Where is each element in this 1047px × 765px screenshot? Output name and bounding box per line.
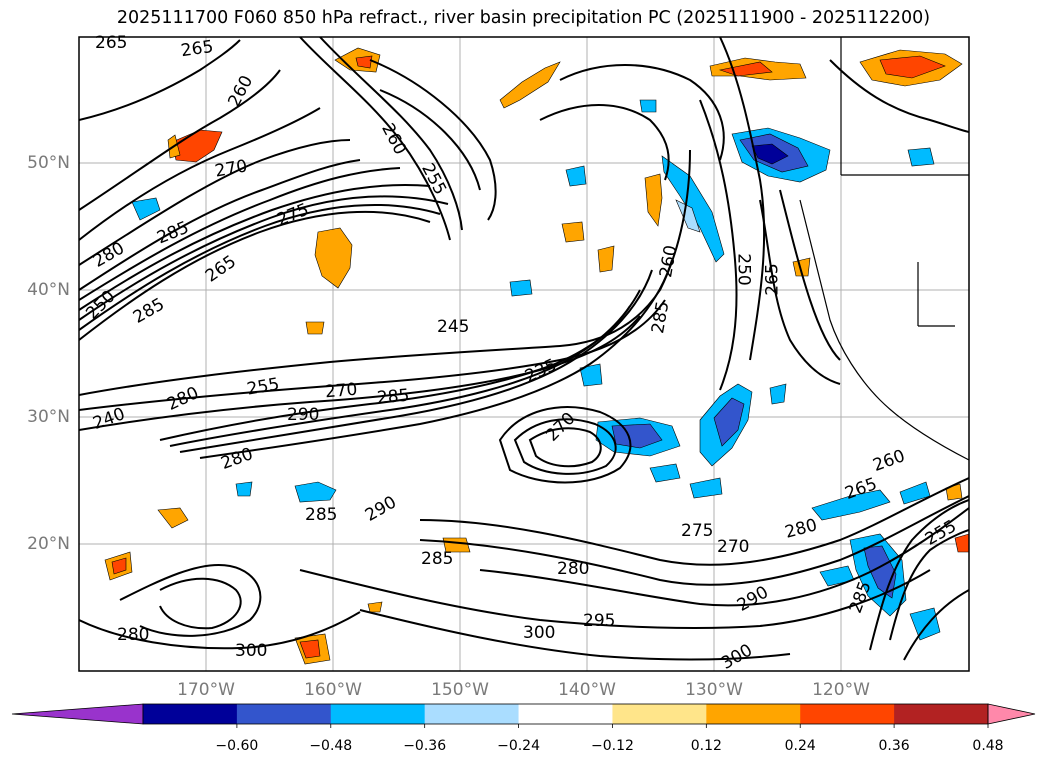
colorbar-ticks bbox=[236, 724, 989, 728]
colorbar-tick-label: −0.36 bbox=[403, 738, 447, 754]
contour-label: 270 bbox=[324, 379, 359, 403]
lon-label-140w: 140°W bbox=[558, 680, 616, 700]
refractivity-contours bbox=[79, 37, 969, 661]
colorbar-tick-label: −0.12 bbox=[590, 738, 634, 754]
contour-label: 250 bbox=[733, 253, 754, 286]
map-frame bbox=[78, 36, 970, 672]
lat-label-40n: 40°N bbox=[27, 280, 70, 300]
contour-label: 265 bbox=[179, 36, 215, 62]
contour-label: 295 bbox=[583, 611, 616, 631]
contour-label: 300 bbox=[235, 641, 268, 661]
colorbar-segment bbox=[800, 704, 895, 724]
colorbar-segment bbox=[518, 704, 613, 724]
contour-label: 245 bbox=[437, 317, 470, 337]
colorbar-segments bbox=[143, 704, 989, 724]
lon-label-120w: 120°W bbox=[812, 680, 870, 700]
lon-label-150w: 150°W bbox=[431, 680, 489, 700]
lat-label-20n: 20°N bbox=[27, 534, 70, 554]
colorbar-tick-label: 0.24 bbox=[784, 738, 816, 754]
colorbar-tick-label: −0.60 bbox=[215, 738, 259, 754]
contour-label: 280 bbox=[557, 559, 590, 579]
colorbar-tick-label: 0.12 bbox=[690, 738, 722, 754]
lat-label-50n: 50°N bbox=[27, 153, 70, 173]
contour-label: 270 bbox=[717, 537, 750, 557]
lon-label-130w: 130°W bbox=[685, 680, 743, 700]
colorbar-extend-right bbox=[987, 703, 1036, 725]
contour-label: 280 bbox=[117, 625, 150, 645]
colorbar-extend-left bbox=[11, 703, 144, 725]
precip-positive-areas bbox=[104, 47, 969, 665]
lat-label-30n: 30°N bbox=[27, 407, 70, 427]
contour-label: 285 bbox=[305, 505, 338, 525]
colorbar-segment bbox=[706, 704, 801, 724]
contour-label: 300 bbox=[523, 623, 556, 643]
colorbar bbox=[11, 703, 1036, 728]
precip-negative-areas bbox=[131, 99, 941, 641]
colorbar-tick-label: 0.36 bbox=[878, 738, 910, 754]
lon-label-160w: 160°W bbox=[304, 680, 362, 700]
colorbar-tick-label: 0.48 bbox=[972, 738, 1004, 754]
contour-label: 290 bbox=[287, 405, 320, 425]
map-plot-area bbox=[79, 37, 969, 671]
contour-label: 285 bbox=[421, 549, 454, 569]
contour-label: 265 bbox=[762, 263, 783, 296]
colorbar-segment bbox=[330, 704, 426, 724]
contour-label: 265 bbox=[95, 33, 128, 53]
colorbar-segment bbox=[236, 704, 332, 724]
contour-label: 285 bbox=[376, 385, 411, 409]
contour-label: 275 bbox=[681, 521, 714, 541]
boundary-lines bbox=[799, 37, 969, 461]
colorbar-segment bbox=[424, 704, 520, 724]
colorbar-tick-label: −0.24 bbox=[497, 738, 540, 754]
colorbar-segment bbox=[612, 704, 707, 724]
colorbar-segment bbox=[143, 704, 238, 724]
colorbar-tick-label: −0.48 bbox=[309, 738, 353, 754]
colorbar-segment bbox=[894, 704, 989, 724]
lon-label-170w: 170°W bbox=[177, 680, 235, 700]
colorbar-frame bbox=[142, 703, 989, 725]
map-title: 2025111700 F060 850 hPa refract., river … bbox=[116, 8, 931, 28]
